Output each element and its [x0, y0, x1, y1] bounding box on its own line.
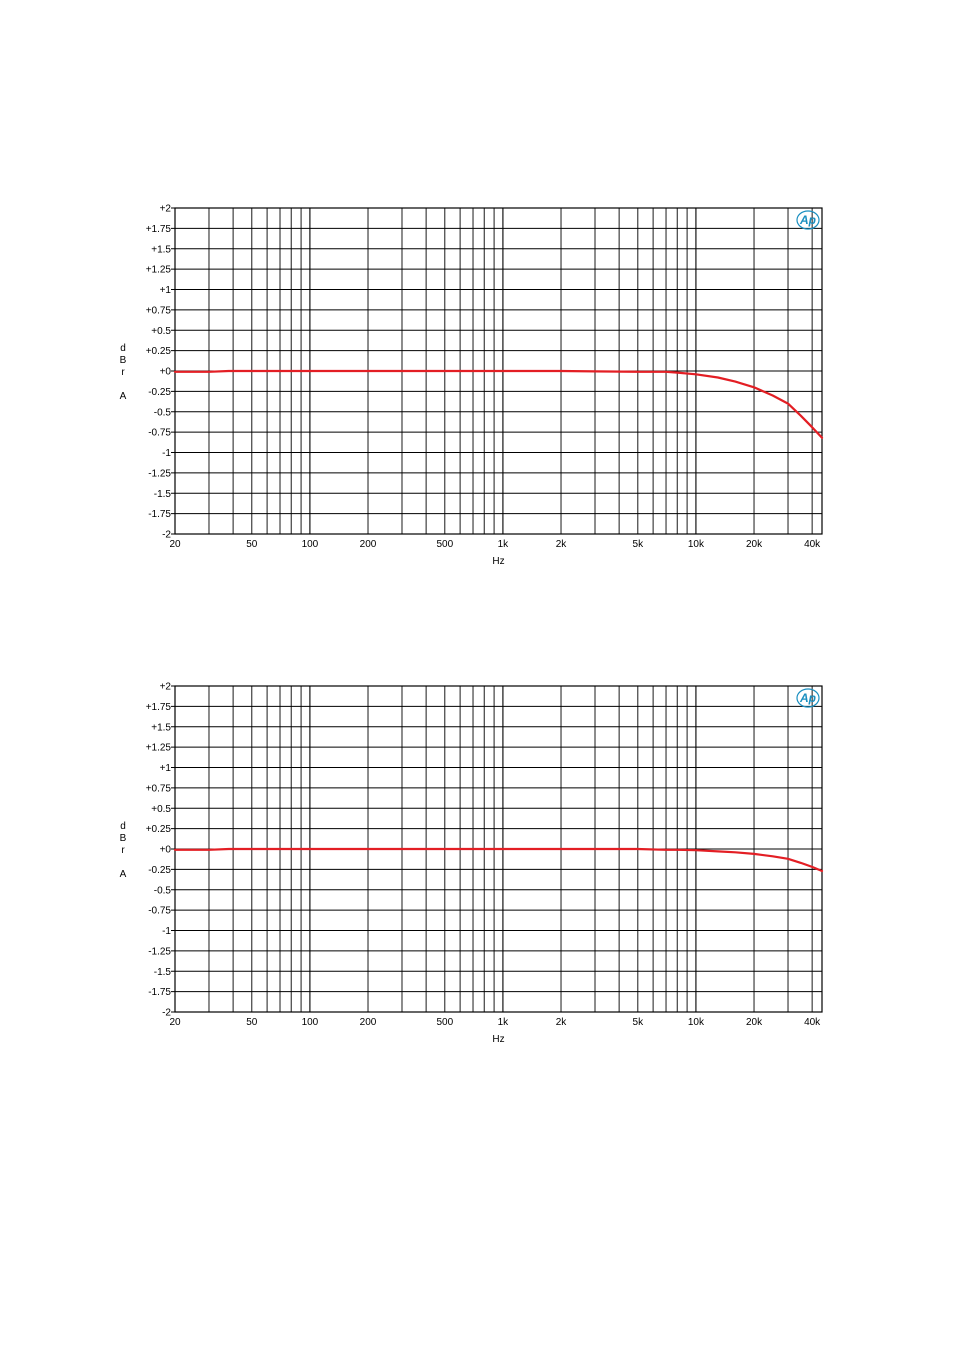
- y-tick-label: +1: [160, 763, 172, 774]
- y-tick-label: +2: [160, 682, 172, 693]
- frequency-response-chart-1: +2 +1.75 +1.5 +1.25 +1 +0.75 +0.5 +0.25 +0 -0.25 -…: [120, 204, 824, 567]
- y-tick-label: +1.25: [146, 265, 172, 276]
- y-tick-label: +0.75: [146, 783, 172, 794]
- y-tick-label: -1.25: [148, 468, 171, 479]
- y-tick-label: -2: [162, 1008, 171, 1019]
- y-tick-label: +0.5: [151, 804, 171, 815]
- x-tick-label: 50: [246, 1017, 258, 1028]
- ap-logo-text: Ap: [799, 213, 816, 227]
- x-tick-label: 2k: [556, 539, 568, 550]
- y-tick-label: -1.25: [148, 946, 171, 957]
- x-tick-labels: 20 50 100 200 500 1k 2k 5k 10k 20k 40k: [169, 539, 821, 550]
- y-tick-label: -1.5: [154, 967, 172, 978]
- y-tick-label: -2: [162, 530, 171, 541]
- y-tick-label: +0.5: [151, 326, 171, 337]
- x-tick-label: 200: [360, 1017, 377, 1028]
- x-tick-label: 100: [302, 1017, 319, 1028]
- x-axis-label: Hz: [492, 1034, 504, 1045]
- y-tick-label: -1: [162, 926, 171, 937]
- y-tick-label: -0.25: [148, 387, 171, 398]
- y-tick-label: -1.75: [148, 509, 171, 520]
- x-tick-label: 500: [436, 1017, 453, 1028]
- x-tick-label: 20k: [746, 539, 763, 550]
- y-tick-label: -1: [162, 448, 171, 459]
- y-tick-label: +0: [160, 367, 172, 378]
- y-tick-labels: +2 +1.75 +1.5 +1.25 +1 +0.75 +0.5 +0.25 +0 -0.25 -…: [146, 682, 172, 1019]
- y-tick-label: -0.75: [148, 906, 171, 917]
- y-tick-label: +2: [160, 204, 172, 215]
- x-tick-label: 100: [302, 539, 319, 550]
- y-tick-labels: +2 +1.75 +1.5 +1.25 +1 +0.75 +0.5 +0.25 +0 -0.25 -…: [146, 204, 172, 541]
- x-tick-labels: 20 50 100 200 500 1k 2k 5k 10k 20k 40k: [169, 1017, 821, 1028]
- y-tick-label: +0.25: [146, 824, 172, 835]
- y-tick-label: +0: [160, 845, 172, 856]
- y-tick-label: +1.5: [151, 722, 171, 733]
- frequency-response-chart-2: +2 +1.75 +1.5 +1.25 +1 +0.75 +0.5 +0.25 +0 -0.25 -…: [120, 682, 824, 1045]
- y-tick-label: -0.25: [148, 865, 171, 876]
- y-tick-label: +0.75: [146, 305, 172, 316]
- y-tick-label: -1.5: [154, 489, 172, 500]
- x-tick-label: 10k: [688, 539, 705, 550]
- x-tick-label: 1k: [498, 1017, 510, 1028]
- y-tick-label: -0.5: [154, 407, 172, 418]
- series-line: [173, 369, 824, 439]
- y-tick-label: +0.25: [146, 346, 172, 357]
- x-tick-label: 20k: [746, 1017, 763, 1028]
- x-tick-label: 40k: [804, 1017, 821, 1028]
- y-tick-label: +1.75: [146, 702, 172, 713]
- x-tick-label: 500: [436, 539, 453, 550]
- series-points: [174, 370, 823, 438]
- x-tick-label: 20: [169, 1017, 181, 1028]
- x-tick-label: 2k: [556, 1017, 568, 1028]
- ap-logo-text: Ap: [799, 691, 816, 705]
- ap-logo: Ap: [796, 210, 820, 230]
- x-tick-label: 20: [169, 539, 181, 550]
- y-tick-label: +1.75: [146, 224, 172, 235]
- ap-logo-ring: [796, 210, 820, 230]
- ap-logo-ring: [796, 688, 820, 708]
- x-tick-label: 1k: [498, 539, 510, 550]
- x-tick-label: 50: [246, 539, 258, 550]
- y-tick-label: +1.25: [146, 743, 172, 754]
- x-tick-label: 200: [360, 539, 377, 550]
- y-tick-label: -0.75: [148, 428, 171, 439]
- y-tick-label: +1.5: [151, 244, 171, 255]
- x-tick-label: 40k: [804, 539, 821, 550]
- x-axis-label: Hz: [492, 556, 504, 567]
- y-tick-label: +1: [160, 285, 172, 296]
- x-tick-label: 5k: [633, 1017, 645, 1028]
- x-tick-label: 10k: [688, 1017, 705, 1028]
- ap-logo: Ap: [796, 688, 820, 708]
- x-tick-label: 5k: [633, 539, 645, 550]
- y-tick-label: -1.75: [148, 987, 171, 998]
- y-tick-label: -0.5: [154, 885, 172, 896]
- series-points: [174, 848, 823, 872]
